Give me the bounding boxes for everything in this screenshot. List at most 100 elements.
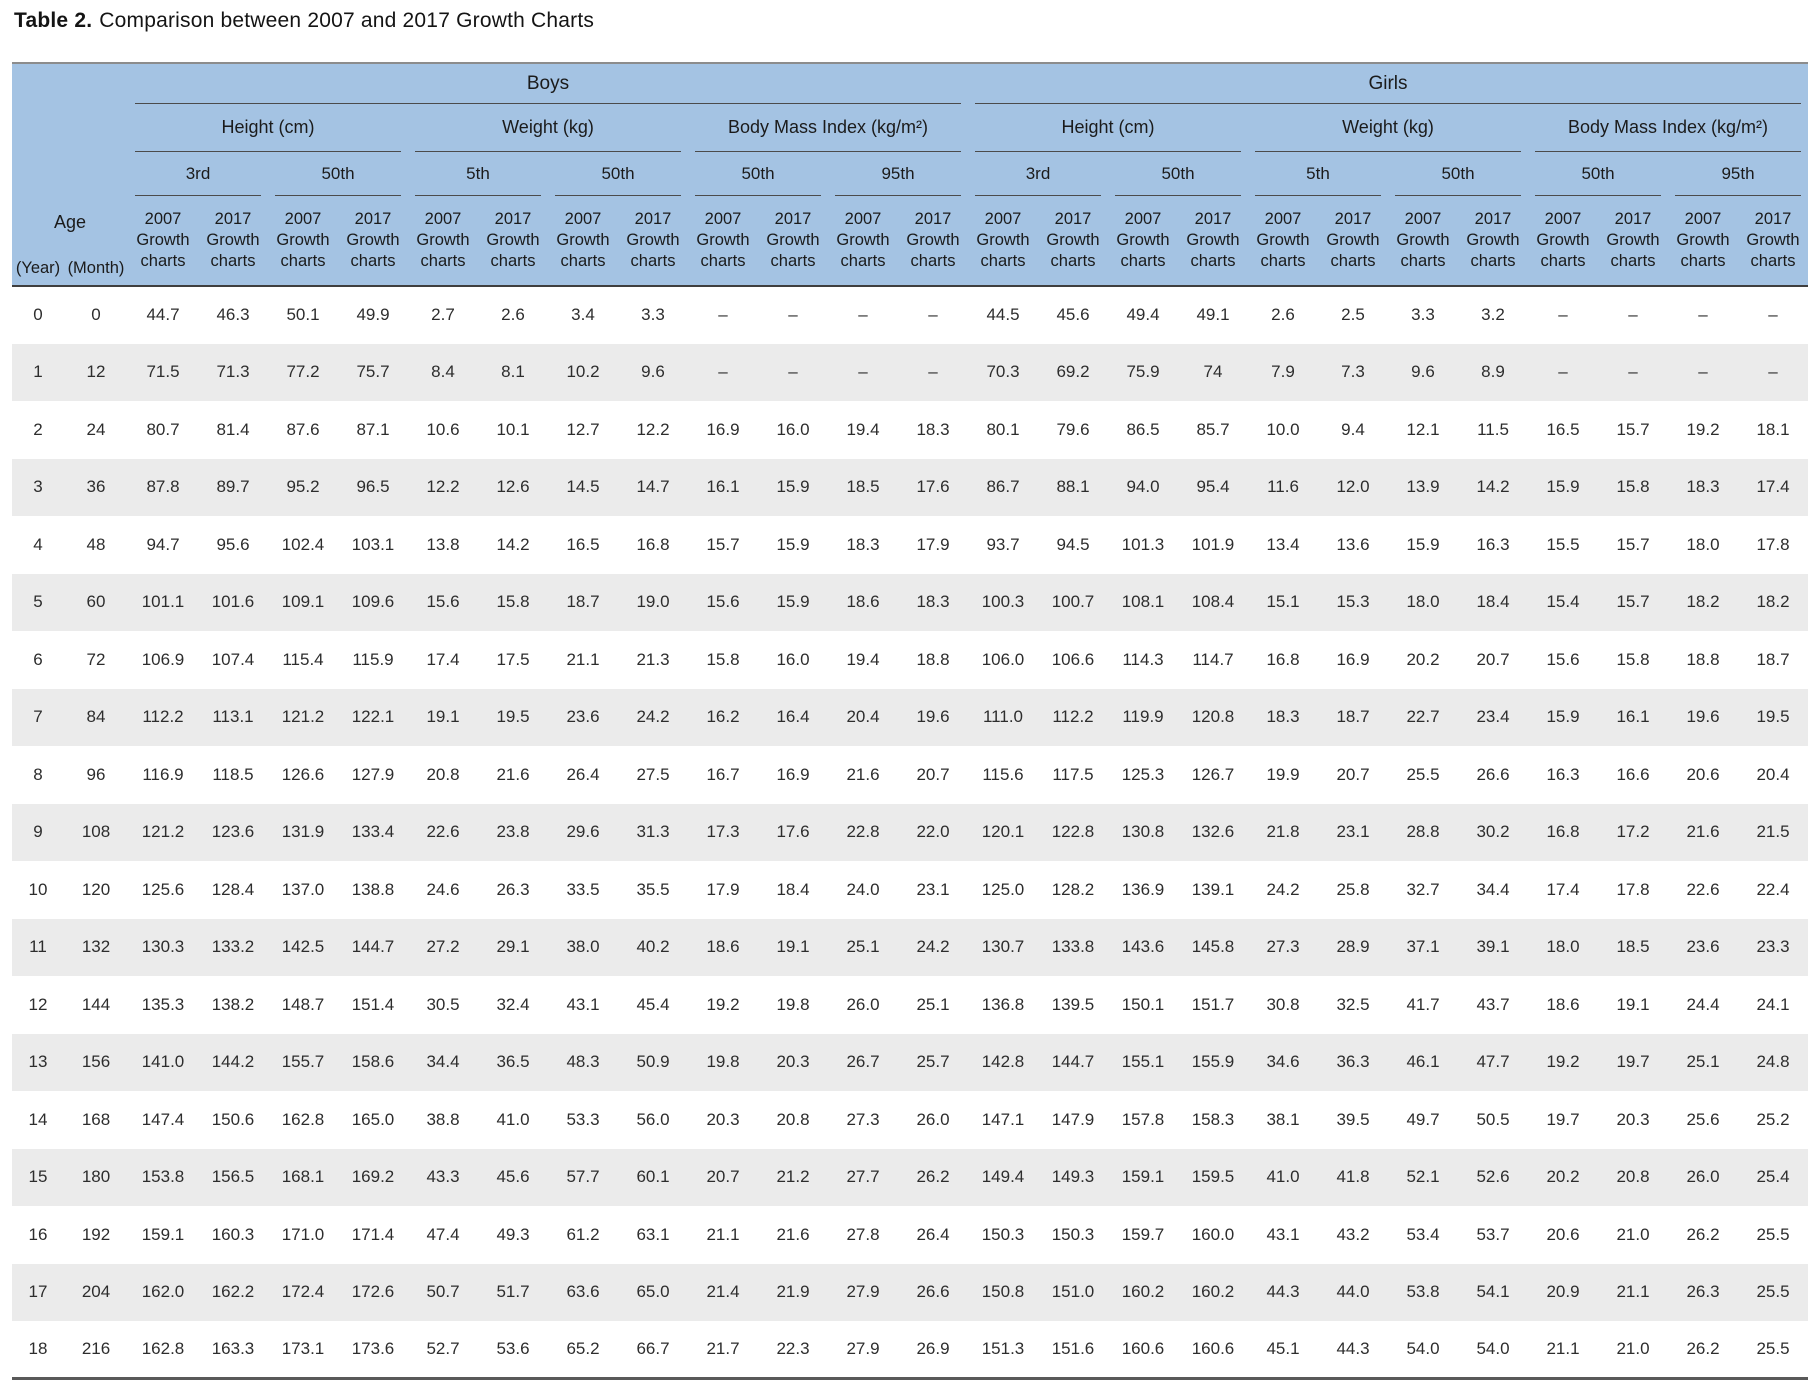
data-cell: 26.0 (1668, 1148, 1738, 1206)
data-cell: 21.6 (776, 1224, 810, 1244)
col-header-year: 2017 (354, 210, 392, 228)
data-cell: 159.1 (1108, 1148, 1178, 1206)
percentile-header-boys-bmi-95th: 95th (828, 152, 968, 196)
age-year-cell: 4 (33, 534, 43, 554)
col-header-boys-2007-0: 2007 Growth charts (128, 196, 198, 287)
percentile-label: 50th (555, 152, 681, 196)
data-cell: 19.2 (1686, 419, 1720, 439)
table-row-age-17: 17 204 162.0 162.2 172.4 172.6 50.7 51.7 63.6 65.… (12, 1263, 1808, 1321)
data-cell: 50.5 (1476, 1109, 1510, 1129)
table-row-age-18: 18 216 162.8 163.3 173.1 173.6 52.7 53.6 65.2 66.… (12, 1321, 1808, 1379)
data-cell: 171.4 (351, 1224, 395, 1244)
data-cell: 122.1 (338, 688, 408, 746)
data-cell: 102.4 (281, 534, 325, 554)
col-header-girls-2007-16: 2007 Growth charts (1248, 196, 1318, 287)
age-month-cell: 144 (81, 994, 111, 1014)
data-cell: 172.4 (268, 1263, 338, 1321)
table-title-text: Comparison between 2007 and 2017 Growth … (99, 9, 595, 32)
data-cell: 18.4 (1458, 573, 1528, 631)
col-header-charts-word: charts (280, 252, 326, 270)
data-cell: 26.2 (898, 1148, 968, 1206)
data-cell: 172.6 (338, 1263, 408, 1321)
col-header-boys-2017-1: 2017 Growth charts (198, 196, 268, 287)
data-cell: 25.4 (1738, 1148, 1808, 1206)
data-cell: 54.0 (1476, 1339, 1510, 1358)
age-month-cell: 12 (64, 343, 128, 401)
col-header-girls-2007-14: 2007 Growth charts (1108, 196, 1178, 287)
data-cell: 151.7 (1191, 994, 1235, 1014)
data-cell: 27.3 (1248, 918, 1318, 976)
data-cell: 79.6 (1056, 419, 1090, 439)
age-year-cell: 10 (28, 879, 48, 899)
col-header-year: 2017 (1614, 210, 1652, 228)
col-header-growth-word: Growth (1046, 231, 1100, 249)
data-cell: 86.7 (968, 458, 1038, 516)
data-cell: 17.9 (706, 879, 740, 899)
data-cell: 122.8 (1038, 803, 1108, 861)
percentile-label: 50th (695, 152, 821, 196)
data-cell: 13.8 (426, 534, 460, 554)
data-cell: 24.2 (1266, 879, 1300, 899)
data-cell: 19.4 (846, 419, 880, 439)
data-cell: 18.2 (1738, 573, 1808, 631)
data-cell: 121.2 (268, 688, 338, 746)
data-cell: 26.3 (496, 879, 530, 899)
data-cell: 24.4 (1686, 994, 1720, 1014)
data-cell: 50.7 (408, 1263, 478, 1321)
data-cell: 115.6 (982, 764, 1024, 784)
col-header-charts-word: charts (560, 252, 606, 270)
data-cell: 12.2 (408, 458, 478, 516)
data-cell: 49.9 (356, 305, 390, 325)
data-cell: 3.4 (571, 305, 595, 325)
data-cell: 18.8 (1686, 649, 1720, 669)
data-cell: 21.6 (1668, 803, 1738, 861)
data-cell: 21.9 (758, 1263, 828, 1321)
col-header-charts-word: charts (1330, 252, 1376, 270)
col-header-boys-2017-7: 2017 Growth charts (618, 196, 688, 287)
data-cell: 16.1 (1598, 688, 1668, 746)
col-header-charts-word: charts (1190, 252, 1236, 270)
data-cell: 162.2 (198, 1263, 268, 1321)
col-header-charts-word: charts (1260, 252, 1306, 270)
measure-header-boys-bmi-label: Body Mass Index (kg/m²) (695, 104, 961, 152)
col-header-year: 2007 (144, 210, 182, 228)
percentile-header-girls-weight-50th: 50th (1388, 152, 1528, 196)
data-cell: 21.4 (688, 1263, 758, 1321)
data-cell: 142.5 (268, 918, 338, 976)
data-cell: – (1598, 343, 1668, 401)
age-units: (Year) (Month) (12, 259, 128, 278)
percentile-header-girls-bmi-50th: 50th (1528, 152, 1668, 196)
data-cell: 21.7 (706, 1339, 740, 1358)
percentile-label: 50th (1535, 152, 1661, 196)
data-cell: 18.3 (916, 419, 950, 439)
data-cell: 13.4 (1266, 534, 1300, 554)
data-cell: 19.8 (688, 1033, 758, 1091)
data-cell: 15.5 (1546, 534, 1580, 554)
data-cell: 18.7 (1318, 688, 1388, 746)
data-cell: 17.9 (916, 534, 950, 554)
data-cell: 159.1 (141, 1224, 185, 1244)
data-cell: 11.5 (1477, 419, 1509, 439)
data-cell: 65.0 (618, 1263, 688, 1321)
data-cell: 17.5 (496, 649, 530, 669)
data-cell: 21.6 (496, 764, 530, 784)
data-cell: 12.6 (478, 458, 548, 516)
data-cell: 74 (1178, 343, 1248, 401)
data-cell: 10.0 (1266, 419, 1300, 439)
data-cell: 26.6 (1476, 764, 1510, 784)
data-cell: 15.9 (1406, 534, 1440, 554)
data-cell: 142.8 (968, 1033, 1038, 1091)
age-year-cell: 1 (12, 343, 64, 401)
data-cell: 43.2 (1336, 1224, 1370, 1244)
age-month-cell: 96 (86, 764, 106, 784)
table-row-age-4: 4 48 94.7 95.6 102.4 103.1 13.8 14.2 16.5 16.8 15.… (12, 516, 1808, 574)
data-cell: 23.1 (916, 879, 950, 899)
col-header-year: 2017 (1194, 210, 1232, 228)
data-cell: 44.3 (1248, 1263, 1318, 1321)
col-header-growth-word: Growth (416, 231, 470, 249)
data-cell: 3.3 (641, 305, 665, 325)
data-cell: 22.7 (1388, 688, 1458, 746)
data-cell: 17.6 (898, 458, 968, 516)
data-cell: 49.3 (496, 1224, 530, 1244)
percentile-label: 50th (1395, 152, 1521, 196)
